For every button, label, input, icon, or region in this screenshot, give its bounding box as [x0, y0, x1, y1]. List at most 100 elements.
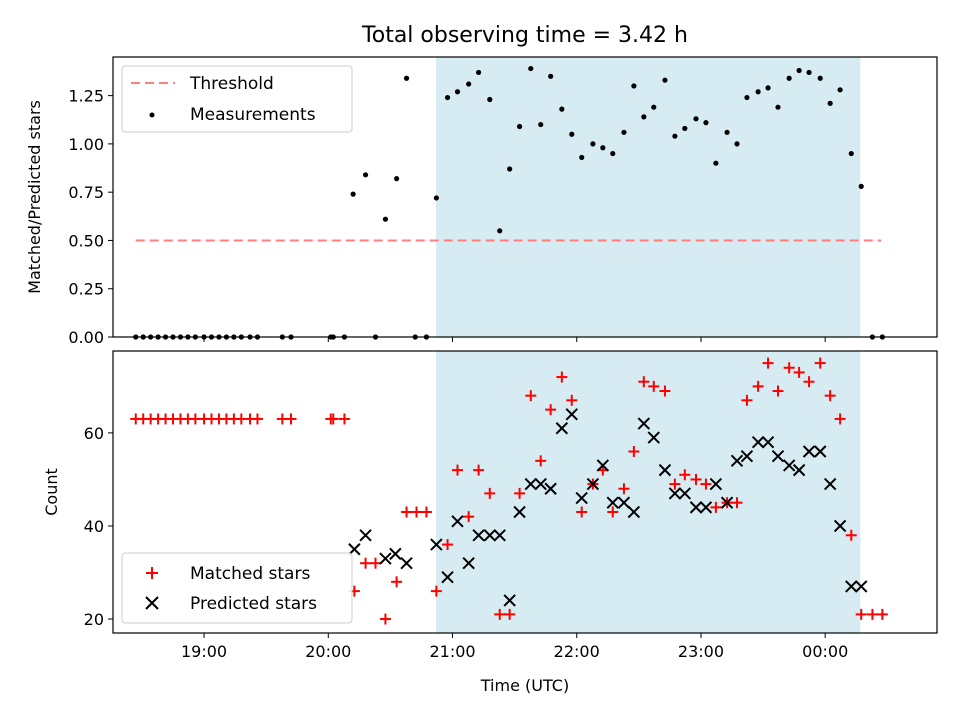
- predicted-star-point: [833, 519, 847, 533]
- measurement-point: [454, 89, 461, 95]
- matched-star-point: [401, 506, 413, 518]
- matched-star-point: [369, 557, 381, 569]
- matched-star-point: [285, 413, 297, 425]
- y-tick-label: 1.25: [68, 87, 104, 106]
- matched-star-point: [741, 394, 753, 406]
- predicted-star-point: [689, 501, 703, 514]
- matched-star-point: [834, 413, 846, 425]
- legend-predicted-label: Predicted stars: [190, 594, 317, 614]
- x-tick-label: 23:00: [678, 642, 724, 661]
- y-axis-ticks-ratio: 0.00 0.25 0.50 0.75 1.00 1.25: [68, 87, 113, 347]
- predicted-star-point: [400, 556, 413, 570]
- matched-star-point: [391, 576, 403, 588]
- measurement-point: [755, 89, 761, 95]
- predicted-star-point: [855, 580, 868, 593]
- matched-star-point: [251, 413, 263, 425]
- predicted-star-point: [782, 459, 796, 472]
- predicted-star-point: [814, 445, 827, 458]
- legend-threshold-label: Threshold: [189, 74, 274, 94]
- measurement-point: [858, 183, 864, 189]
- matched-star-point: [793, 366, 805, 378]
- predicted-star-point: [472, 529, 485, 542]
- matched-star-point: [731, 497, 743, 509]
- matched-star-point: [410, 506, 422, 518]
- measurement-point: [528, 65, 534, 72]
- matched-star-point: [700, 478, 712, 490]
- matched-star-point: [494, 608, 506, 620]
- predicted-star-point: [699, 501, 713, 514]
- legend-predicted-swatch: [145, 596, 159, 610]
- legend-box-ratio: [121, 65, 353, 133]
- predicted-star-point: [823, 477, 837, 491]
- predicted-star-point: [513, 505, 526, 519]
- matched-star-point: [679, 469, 691, 481]
- count-plot-frame: [112, 350, 938, 634]
- predicted-star-point: [751, 436, 765, 449]
- matched-star-point: [648, 380, 660, 392]
- x-tick-label: 00:00: [802, 642, 848, 661]
- measurement-point: [350, 191, 356, 197]
- matched-star-point: [752, 380, 764, 392]
- matched-star-point: [814, 357, 826, 369]
- measurement-point: [724, 129, 730, 135]
- measurement-point: [734, 141, 740, 147]
- predicted-star-point: [637, 417, 651, 430]
- matched-star-point: [566, 394, 578, 406]
- x-tick-label: 21:00: [429, 642, 475, 661]
- measurement-point: [641, 114, 647, 120]
- measurement-point: [600, 145, 606, 151]
- measurement-point: [466, 81, 472, 87]
- predicted-star-point: [658, 463, 672, 477]
- matched-star-point: [463, 511, 475, 523]
- predicted-star-point: [534, 477, 547, 491]
- y-axis-label-count: Count: [42, 468, 61, 516]
- measurement-point: [610, 150, 616, 157]
- x-tick-label: 22:00: [554, 642, 600, 661]
- matched-star-point: [451, 464, 463, 476]
- y-tick-label: 0.50: [68, 231, 104, 250]
- legend-box-count: [121, 552, 353, 624]
- predicted-star-point: [771, 449, 785, 463]
- y-tick-label: 40: [84, 517, 104, 536]
- y-tick-label: 20: [84, 610, 104, 629]
- predicted-stars-series: [348, 408, 868, 607]
- measurement-point: [827, 100, 833, 106]
- x-axis-ticks-count: 19:00 20:00 21:00 22:00 23:00 00:00: [181, 633, 848, 661]
- matched-star-point: [669, 478, 681, 490]
- measurement-point: [497, 228, 503, 234]
- matched-star-point: [327, 413, 339, 425]
- y-axis-label-ratio: Matched/Predicted stars: [25, 100, 44, 294]
- predicted-star-point: [586, 477, 600, 491]
- measurement-point: [590, 141, 596, 147]
- predicted-star-point: [617, 496, 631, 509]
- measurement-point: [786, 75, 792, 81]
- observing-window-span: [435, 57, 861, 337]
- x-axis-label: Time (UTC): [480, 676, 569, 695]
- count-panel: Count Time (UTC) 20 40 60 19:00 20:00 21:00 2…: [42, 350, 938, 695]
- predicted-star-point: [544, 482, 557, 495]
- measurement-point: [744, 94, 750, 101]
- matched-star-point: [618, 483, 630, 495]
- predicted-star-point: [792, 463, 806, 477]
- matched-star-point: [762, 357, 774, 369]
- measurement-point: [382, 216, 389, 222]
- predicted-star-point: [627, 505, 641, 519]
- legend-count: Matched stars Predicted stars: [121, 552, 353, 624]
- legend-measurements-swatch: [149, 112, 155, 118]
- predicted-star-point: [565, 408, 578, 421]
- predicted-star-point: [503, 594, 516, 607]
- ratio-panel: Total observing time = 3.42 h Matched/Pr…: [25, 23, 938, 347]
- predicted-star-point: [596, 459, 610, 472]
- matched-star-point: [659, 385, 671, 397]
- measurement-point: [693, 116, 699, 122]
- predicted-star-point: [389, 547, 402, 561]
- y-tick-label: 0.75: [68, 183, 104, 202]
- predicted-star-point: [524, 477, 537, 491]
- legend-measurements-label: Measurements: [190, 105, 316, 125]
- measurement-point: [817, 75, 823, 81]
- matched-star-point: [379, 613, 391, 625]
- matched-star-point: [845, 529, 857, 541]
- matched-star-point: [360, 557, 372, 569]
- measurement-point: [487, 96, 493, 103]
